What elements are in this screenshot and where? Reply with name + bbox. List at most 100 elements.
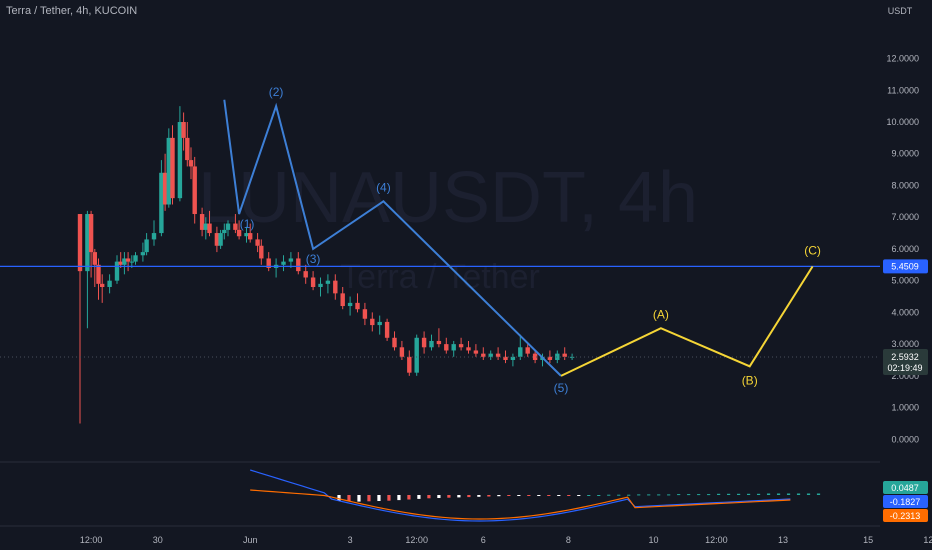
candle-body: [555, 353, 560, 360]
candle-body: [355, 302, 360, 310]
price-tick-label: 8.0000: [891, 180, 919, 190]
candle-body: [133, 255, 138, 262]
candle-body: [451, 344, 456, 351]
time-tick-label: 12:00: [80, 535, 103, 545]
hline-price-badge: [883, 259, 928, 274]
macd-histogram-bar: [607, 494, 611, 496]
macd-histogram-bar: [637, 494, 641, 496]
price-tick-label: 10.0000: [886, 117, 919, 127]
macd-histogram-bar: [347, 495, 351, 502]
price-tick-label: 2.0000: [891, 371, 919, 381]
macd-histogram-bar: [527, 495, 531, 496]
macd-histogram-bar: [407, 495, 411, 500]
candle-body: [118, 261, 123, 265]
candle-body: [384, 321, 390, 338]
candle-body: [96, 264, 101, 284]
candle-body: [414, 337, 419, 373]
wave-annotations: (1) (2) (3) (4) (5) (A) (B) (C): [0, 85, 880, 395]
watermark-main: LUNAUSDT, 4h: [198, 158, 698, 238]
candle-body: [185, 137, 190, 161]
macd-histogram-bar: [627, 494, 631, 496]
macd-histogram-bar: [427, 495, 431, 499]
macd-histogram-bar: [507, 495, 511, 496]
macd-histogram-bar: [657, 494, 661, 496]
candle-body: [392, 337, 397, 348]
candle-body: [77, 214, 83, 272]
candle-body: [255, 239, 260, 246]
corrective-wave-label: (C): [804, 243, 821, 257]
candle-body: [429, 340, 434, 348]
price-tick-label: 6.0000: [891, 244, 919, 254]
macd-histogram-bar: [667, 494, 671, 496]
countdown-label: 02:19:49: [887, 363, 922, 373]
candle-body: [151, 233, 157, 240]
candle-body: [362, 309, 368, 319]
candle-body: [325, 280, 331, 284]
candle-body: [488, 353, 493, 357]
signal-value-badge: [883, 509, 928, 522]
hline-price-label: 5.4509: [891, 261, 919, 271]
candle-body: [518, 347, 523, 357]
time-tick-label: 8: [566, 535, 571, 545]
candle-body: [233, 223, 238, 230]
price-tick-label: 1.0000: [891, 403, 919, 413]
candle-body: [248, 233, 253, 240]
macd-histogram-bar: [357, 495, 361, 502]
time-tick-label: 12:00: [405, 535, 428, 545]
corrective-wave-label: (B): [742, 373, 758, 387]
candle-body: [129, 261, 134, 263]
candle-body: [281, 261, 286, 265]
candle-body: [310, 277, 316, 288]
price-tick-label: 12.0000: [886, 54, 919, 64]
histogram-value-label: 0.0487: [891, 483, 919, 493]
symbol-line: Terra / Tether, 4h, KUCOIN: [6, 5, 138, 17]
macd-histogram-bar: [727, 493, 731, 495]
macd-histogram-bar: [517, 495, 521, 496]
macd-histogram-bar: [647, 494, 651, 496]
candle-body: [181, 122, 186, 138]
candle-body: [144, 239, 149, 253]
macd-indicator: [250, 469, 821, 522]
candle-body: [92, 252, 97, 265]
candle-body: [562, 353, 567, 357]
candle-body: [85, 214, 90, 272]
candle-body: [547, 356, 553, 360]
corrective-wave-label: (A): [653, 307, 669, 321]
candle-body: [296, 258, 301, 272]
macd-histogram-bar: [697, 494, 701, 496]
time-tick-label: 13: [778, 535, 788, 545]
last-price-label: 2.5932: [891, 352, 919, 362]
price-tick-label: 5.0000: [891, 276, 919, 286]
candle-body: [159, 172, 164, 234]
candle-body: [473, 350, 479, 354]
candle-body: [481, 353, 486, 357]
candle-body: [222, 229, 227, 234]
macd-line: [250, 469, 791, 522]
time-tick-label: 6: [481, 535, 486, 545]
macd-histogram-bar: [737, 493, 741, 495]
macd-histogram-bar: [687, 494, 691, 496]
macd-histogram-bar: [786, 493, 791, 495]
candle-body: [495, 353, 501, 357]
candle-body: [170, 137, 175, 199]
candle-body: [399, 347, 405, 357]
candle-body: [122, 258, 127, 265]
macd-histogram-bar: [707, 494, 711, 496]
candle-body: [100, 283, 105, 288]
price-tick-label: 11.0000: [887, 85, 919, 95]
macd-histogram-bar: [557, 495, 561, 496]
macd-histogram-bar: [677, 494, 681, 496]
time-tick-label: 12:00: [923, 535, 932, 545]
macd-histogram-bar: [537, 495, 541, 496]
candle-body: [318, 283, 323, 288]
candle-body: [177, 122, 183, 199]
macd-histogram-bar: [746, 493, 751, 495]
macd-histogram-bar: [756, 493, 761, 495]
macd-histogram-bar: [437, 495, 441, 498]
candle-body: [503, 356, 508, 360]
time-tick-label: 15: [863, 535, 873, 545]
grid: [0, 461, 880, 527]
macd-histogram-bar: [597, 495, 601, 496]
candle-body: [225, 223, 231, 230]
